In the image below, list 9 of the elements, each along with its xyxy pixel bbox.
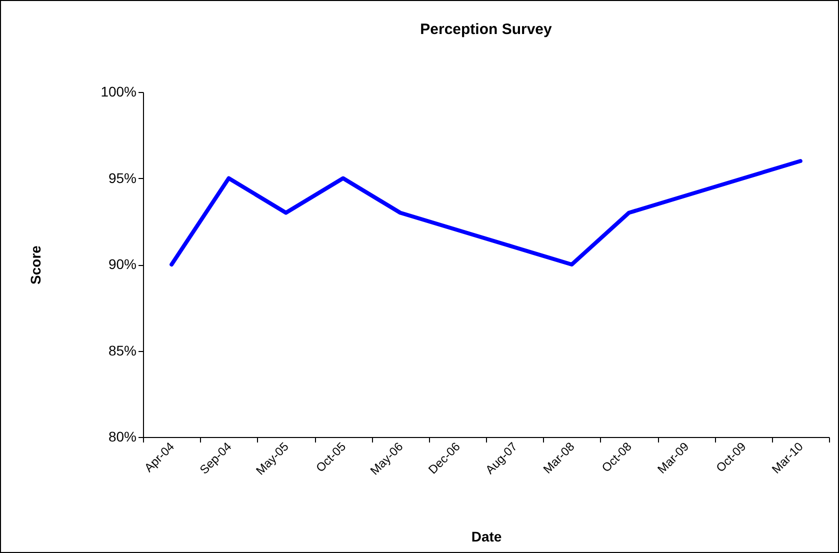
- x-axis-title: Date: [471, 528, 502, 544]
- chart-title: Perception Survey: [420, 21, 553, 38]
- line-series: [170, 159, 802, 266]
- y-tick-label: 80%: [108, 428, 136, 444]
- y-tick-label: 90%: [108, 256, 136, 272]
- y-tick-label: 95%: [108, 170, 136, 186]
- y-axis-title: Score: [28, 245, 44, 284]
- y-tick-label: 100%: [100, 84, 136, 100]
- y-tick-label: 85%: [108, 342, 136, 358]
